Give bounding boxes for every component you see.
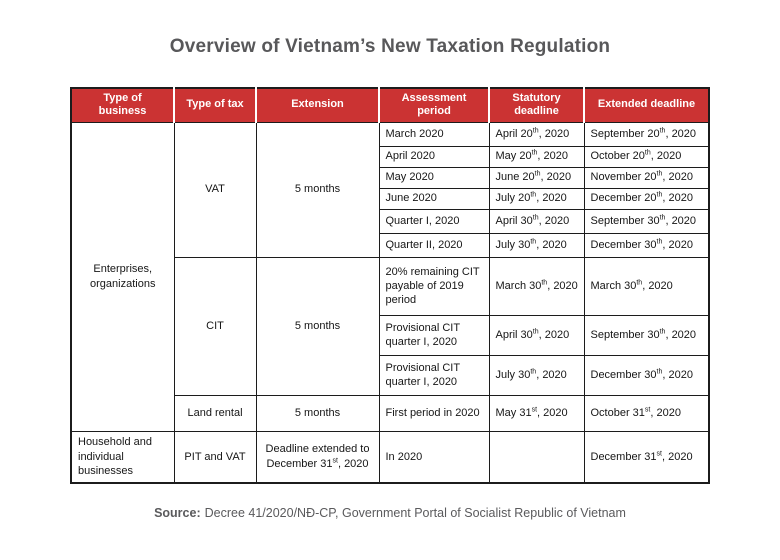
cell-statutory: May 31st, 2020: [488, 394, 585, 432]
cell-extended: December 30th, 2020: [583, 354, 710, 396]
cell-extension: 5 months: [255, 121, 380, 258]
cell-statutory: April 30th, 2020: [488, 314, 585, 356]
cell-extended: December 31st, 2020: [583, 430, 710, 484]
cell-tax: Land rental: [173, 394, 257, 432]
cell-period: March 2020: [378, 121, 490, 147]
header-statutory-deadline: Statutory deadline: [488, 88, 584, 123]
cell-statutory: July 20th, 2020: [488, 187, 585, 210]
cell-statutory: [488, 430, 585, 484]
cell-extended: October 20th, 2020: [583, 145, 710, 168]
cell-period: April 2020: [378, 145, 490, 168]
cell-extension: Deadline extended to December 31st, 2020: [255, 430, 380, 484]
cell-statutory: May 20th, 2020: [488, 145, 585, 168]
cell-period: Quarter II, 2020: [378, 232, 490, 258]
taxation-table: Type of business Type of tax Extension A…: [70, 87, 710, 484]
table-header-row: Type of business Type of tax Extension A…: [71, 88, 709, 123]
cell-statutory: June 20th, 2020: [488, 166, 585, 189]
cell-statutory: April 20th, 2020: [488, 121, 585, 147]
table-row: April 2020 May 20th, 2020 October 20th, …: [71, 145, 710, 168]
cell-statutory: March 30th, 2020: [488, 256, 585, 316]
cell-period: In 2020: [378, 430, 490, 484]
cell-business: Enterprises, organizations: [70, 121, 175, 432]
source-label: Source:: [154, 506, 201, 520]
cell-extension: 5 months: [255, 256, 380, 396]
source-line: Source: Decree 41/2020/NĐ-CP, Government …: [0, 506, 780, 520]
cell-extended: December 20th, 2020: [583, 187, 710, 210]
cell-extended: September 20th, 2020: [583, 121, 710, 147]
table-row: Household and individual businesses PIT …: [70, 430, 710, 484]
cell-extended: September 30th, 2020: [583, 314, 710, 356]
table-row: Enterprises, organizations VAT 5 months …: [70, 121, 710, 432]
cell-period: Provisional CIT quarter I, 2020: [378, 354, 490, 396]
table-row: Land rental 5 months First period in 202…: [71, 394, 710, 432]
header-type-of-tax: Type of tax: [173, 88, 256, 123]
cell-tax: PIT and VAT: [173, 430, 257, 484]
table-row: CIT 5 months 20% remaining CIT payable o…: [71, 256, 710, 396]
cell-extended: October 31st, 2020: [583, 394, 710, 432]
table-row: Provisional CIT quarter I, 2020 July 30t…: [71, 354, 710, 396]
cell-tax: VAT: [173, 121, 257, 258]
cell-statutory: July 30th, 2020: [488, 354, 585, 396]
cell-statutory: July 30th, 2020: [488, 232, 585, 258]
cell-period: May 2020: [378, 166, 490, 189]
table-row: Provisional CIT quarter I, 2020 April 30…: [71, 314, 710, 356]
header-extended-deadline: Extended deadline: [583, 88, 709, 123]
cell-period: June 2020: [378, 187, 490, 210]
page-title: Overview of Vietnam’s New Taxation Regul…: [169, 36, 611, 57]
cell-tax: CIT: [173, 256, 257, 396]
cell-extension: 5 months: [255, 394, 380, 432]
cell-period: Quarter I, 2020: [378, 208, 490, 234]
cell-period: Provisional CIT quarter I, 2020: [378, 314, 490, 356]
cell-extended: December 30th, 2020: [583, 232, 710, 258]
source-text: Decree 41/2020/NĐ-CP, Government Portal …: [204, 506, 626, 520]
table-row: June 2020 July 20th, 2020 December 20th,…: [71, 187, 710, 210]
cell-extended: September 30th, 2020: [583, 208, 710, 234]
header-type-of-business: Type of business: [71, 88, 174, 123]
cell-period: First period in 2020: [378, 394, 490, 432]
header-extension: Extension: [255, 88, 379, 123]
cell-period: 20% remaining CIT payable of 2019 period: [378, 256, 490, 316]
cell-business: Household and individual businesses: [70, 430, 175, 484]
header-assessment-period: Assessment period: [378, 88, 489, 123]
cell-statutory: April 30th, 2020: [488, 208, 585, 234]
cell-extended: March 30th, 2020: [583, 256, 710, 316]
cell-extended: November 20th, 2020: [583, 166, 710, 189]
table-row: Quarter I, 2020 April 30th, 2020 Septemb…: [71, 208, 710, 234]
